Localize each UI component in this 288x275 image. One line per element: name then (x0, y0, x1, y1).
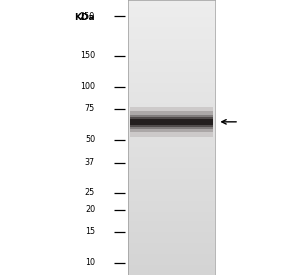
Text: 20: 20 (85, 205, 95, 214)
Text: 100: 100 (80, 82, 95, 91)
Text: KDa: KDa (74, 13, 95, 21)
Text: 37: 37 (85, 158, 95, 167)
Text: 150: 150 (80, 51, 95, 60)
Text: 250: 250 (80, 12, 95, 21)
Text: 10: 10 (85, 258, 95, 267)
Text: 50: 50 (85, 135, 95, 144)
Text: 25: 25 (85, 188, 95, 197)
Text: 75: 75 (85, 104, 95, 113)
Text: 15: 15 (85, 227, 95, 236)
